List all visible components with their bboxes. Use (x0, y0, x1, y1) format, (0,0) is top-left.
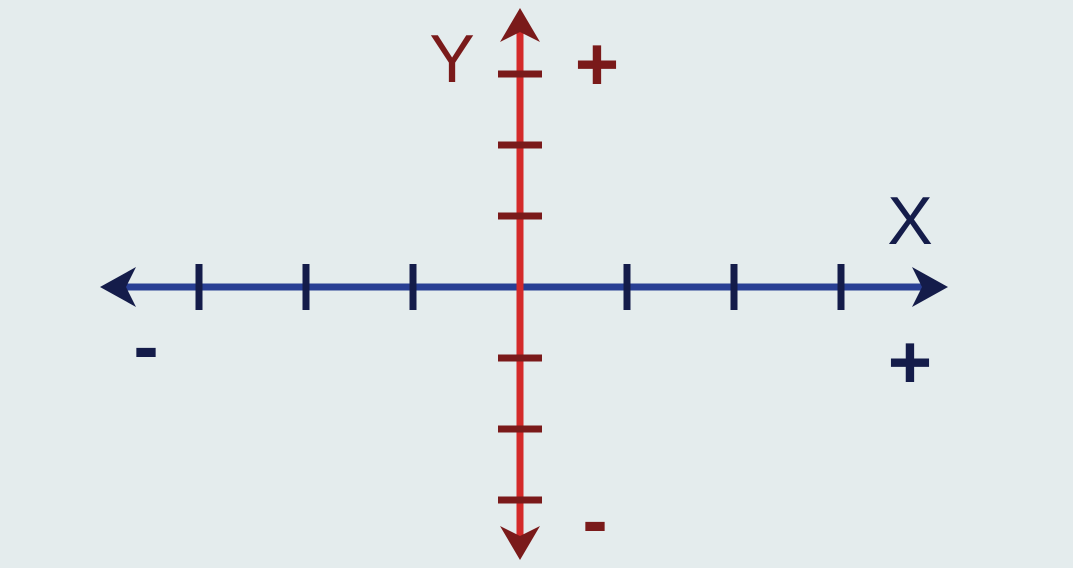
x-axis-negative-sign: - (133, 304, 158, 389)
x-axis-label: X (887, 183, 932, 259)
x-axis-right-arrow (912, 267, 948, 307)
y-axis-bottom-arrow (500, 526, 540, 560)
x-axis-positive-sign: + (888, 320, 932, 405)
x-axis-ticks (195, 264, 845, 310)
y-axis-positive-sign: + (575, 22, 619, 107)
y-axis-top-arrow (500, 8, 540, 42)
y-axis-ticks (498, 70, 542, 504)
x-axis-left-arrow (100, 267, 136, 307)
y-axis-negative-sign: - (582, 478, 607, 563)
y-axis-label: Y (429, 21, 474, 97)
